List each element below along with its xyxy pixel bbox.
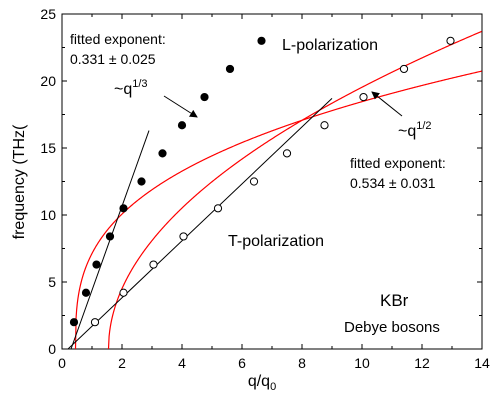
l-polarization-point (119, 204, 128, 213)
t-power-law-label: ~q1/2 (398, 120, 432, 140)
l-power-law-arrow (163, 95, 198, 118)
l-power-law-exponent: 1/3 (132, 78, 147, 90)
x-tick-label: 10 (354, 355, 370, 371)
l-fitted-exponent-title: fitted exponent: (70, 31, 166, 47)
material-label: KBr (380, 291, 409, 310)
t-power-law-arrow (371, 91, 403, 117)
x-tick-label: 0 (58, 355, 66, 371)
l-fit-curve (74, 70, 482, 349)
l-polarization-point (257, 36, 266, 45)
l-polarization-label: L-polarization (282, 37, 378, 54)
x-axis-label: q/q0 (248, 373, 276, 393)
l-polarization-point (158, 149, 167, 158)
l-power-law-label: ~q1/3 (114, 78, 148, 98)
t-polarization-point (399, 64, 409, 74)
t-polarization-label: T-polarization (228, 233, 324, 250)
y-axis-ticks: 0 5 10 15 20 25 (40, 6, 482, 357)
x-tick-label: 8 (298, 355, 306, 371)
t-linear-line (67, 98, 333, 349)
data-points (69, 36, 455, 327)
l-polarization-point (69, 318, 79, 327)
x-tick-label: 14 (474, 355, 490, 371)
t-fit-curve (107, 30, 482, 349)
t-polarization-point (213, 204, 223, 213)
l-fitted-exponent-value: 0.331 ± 0.025 (70, 51, 156, 67)
l-polarization-point (81, 288, 91, 297)
t-fitted-exponent-value: 0.534 ± 0.031 (350, 175, 436, 191)
l-polarization-point (200, 92, 209, 102)
l-polarization-point (137, 177, 146, 186)
t-polarization-point (90, 318, 100, 327)
x-tick-label: 4 (178, 355, 186, 371)
t-polarization-point (320, 121, 329, 130)
y-axis-label: frequency (THz( (11, 124, 28, 239)
y-tick-label: 15 (40, 140, 56, 156)
l-polarization-point (177, 121, 187, 130)
y-tick-label: 5 (48, 274, 56, 290)
t-polarization-point (149, 260, 158, 269)
t-polarization-point (249, 177, 259, 186)
t-polarization-point (446, 36, 455, 45)
l-polarization-point (225, 64, 235, 74)
debye-bosons-label: Debye bosons (344, 319, 440, 336)
t-polarization-point (282, 149, 292, 158)
x-tick-label: 6 (238, 355, 246, 371)
y-tick-label: 20 (40, 73, 56, 89)
t-fitted-exponent-title: fitted exponent: (350, 155, 446, 171)
t-power-law-exponent: 1/2 (416, 120, 431, 132)
x-tick-label: 2 (118, 355, 126, 371)
y-tick-label: 0 (48, 341, 56, 357)
t-polarization-point (119, 288, 128, 297)
x-axis-ticks: 0 2 4 6 8 10 12 14 (58, 14, 490, 371)
x-axis-label-subscript: 0 (270, 381, 276, 393)
t-polarization-point (179, 232, 188, 241)
y-tick-label: 25 (40, 6, 56, 22)
t-polarization-point (359, 92, 368, 102)
x-tick-label: 12 (414, 355, 430, 371)
l-polarization-point (92, 260, 101, 269)
y-tick-label: 10 (40, 207, 56, 223)
l-polarization-point (105, 232, 115, 241)
